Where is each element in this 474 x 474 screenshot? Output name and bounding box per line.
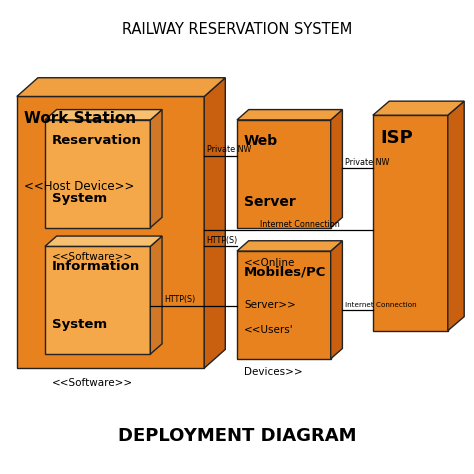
Text: Internet Connection: Internet Connection [345,302,416,308]
Text: ISP: ISP [380,129,413,147]
Text: HTTP(S): HTTP(S) [207,236,238,245]
Text: Information: Information [52,260,140,273]
Text: Private NW: Private NW [207,146,251,155]
Bar [17,97,204,368]
Polygon shape [204,78,225,368]
Polygon shape [237,241,342,251]
Text: HTTP(S): HTTP(S) [164,295,196,304]
Text: <<Users': <<Users' [244,325,294,335]
Text: System: System [52,192,107,205]
Text: Reservation: Reservation [52,134,142,147]
Polygon shape [237,109,342,120]
Text: <<Host Device>>: <<Host Device>> [24,180,134,193]
Text: Mobiles/PC: Mobiles/PC [244,265,327,278]
Polygon shape [331,241,342,359]
Polygon shape [150,109,162,228]
Text: DEPLOYMENT DIAGRAM: DEPLOYMENT DIAGRAM [118,428,356,446]
Text: Devices>>: Devices>> [244,367,303,377]
Bar [237,251,331,359]
Text: Web: Web [244,134,278,148]
Bar [237,120,331,228]
Text: Server>>: Server>> [244,300,296,310]
Polygon shape [150,236,162,354]
Text: <<Online: <<Online [244,258,295,268]
Bar [45,246,150,354]
Polygon shape [373,101,464,115]
Text: <<Software>>: <<Software>> [52,378,133,389]
Polygon shape [331,109,342,228]
Polygon shape [448,101,464,331]
Text: Work Station: Work Station [24,110,136,126]
Bar [45,120,150,228]
Bar [373,115,448,331]
Text: <<Software>>: <<Software>> [52,252,133,262]
Text: Private NW: Private NW [345,158,389,167]
Polygon shape [45,236,162,246]
Text: RAILWAY RESERVATION SYSTEM: RAILWAY RESERVATION SYSTEM [122,21,352,36]
Polygon shape [17,78,225,97]
Text: Internet Connection: Internet Connection [260,219,340,228]
Text: System: System [52,318,107,331]
Text: Server: Server [244,195,296,209]
Polygon shape [45,109,162,120]
